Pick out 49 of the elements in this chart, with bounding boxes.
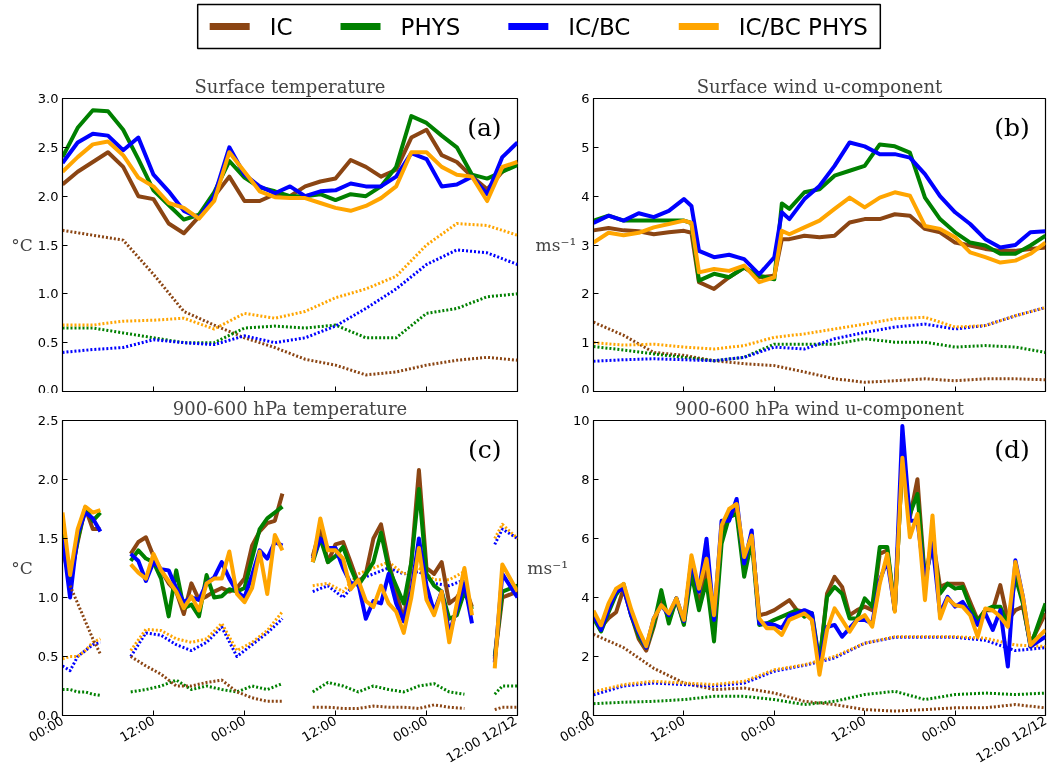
y-axis-title: ms⁻¹ [527,558,568,578]
chart-title: Surface wind u-component [696,75,943,97]
line-series [593,306,1046,351]
y-tick-label: 8 [581,472,590,487]
y-tick-label: 5 [581,139,590,155]
line-series [593,306,1046,363]
legend-label: IC/BC PHYS [738,13,868,40]
y-tick-label: 4 [581,590,590,605]
legend-label: IC [269,13,293,40]
y-tick-label: 2.5 [37,413,59,428]
y-tick-label: 10 [572,413,590,428]
y-tick-label: 1.5 [37,531,59,546]
line-series [62,228,518,377]
line-series [593,689,1046,707]
y-tick-label: 0.0 [37,381,59,397]
line-series [593,337,1046,363]
line-series [62,222,518,331]
y-tick-label: 0.5 [37,335,59,351]
y-tick-label: 1 [581,335,590,351]
legend-label: IC/BC [568,13,631,40]
chart-title: 900-600 hPa wind u-component [675,397,965,419]
y-tick-label: 0 [581,381,590,397]
annotation: (d) [994,435,1030,465]
annotation: (b) [994,113,1030,143]
legend-label: PHYS [400,13,461,40]
y-tick-label: 6 [581,91,590,106]
y-tick-label: 6 [581,531,590,546]
annotation: (a) [467,113,502,143]
line-series [62,248,518,354]
annotation: (c) [468,435,502,465]
chart-title: Surface temperature [194,75,386,97]
chart-title: 900-600 hPa temperature [172,397,408,419]
y-axis-title: ms⁻¹ [535,235,577,255]
y-tick-label: 3.0 [37,91,59,106]
y-tick-label: 2.0 [37,472,59,487]
y-tick-label: 1.5 [37,237,59,253]
y-axis-title: °C [11,235,33,255]
y-tick-label: 0.5 [37,649,59,664]
y-axis-title: °C [11,558,33,578]
y-tick-label: 3 [581,237,590,253]
y-tick-label: 1.0 [37,590,59,605]
line-series [593,320,1046,384]
y-tick-label: 4 [581,188,590,204]
y-tick-label: 2 [581,649,590,664]
y-tick-label: 1.0 [37,286,59,302]
line-series [62,292,518,345]
y-tick-label: 2 [581,286,590,302]
y-tick-label: 2.5 [37,139,59,155]
y-tick-label: 2.0 [37,188,59,204]
